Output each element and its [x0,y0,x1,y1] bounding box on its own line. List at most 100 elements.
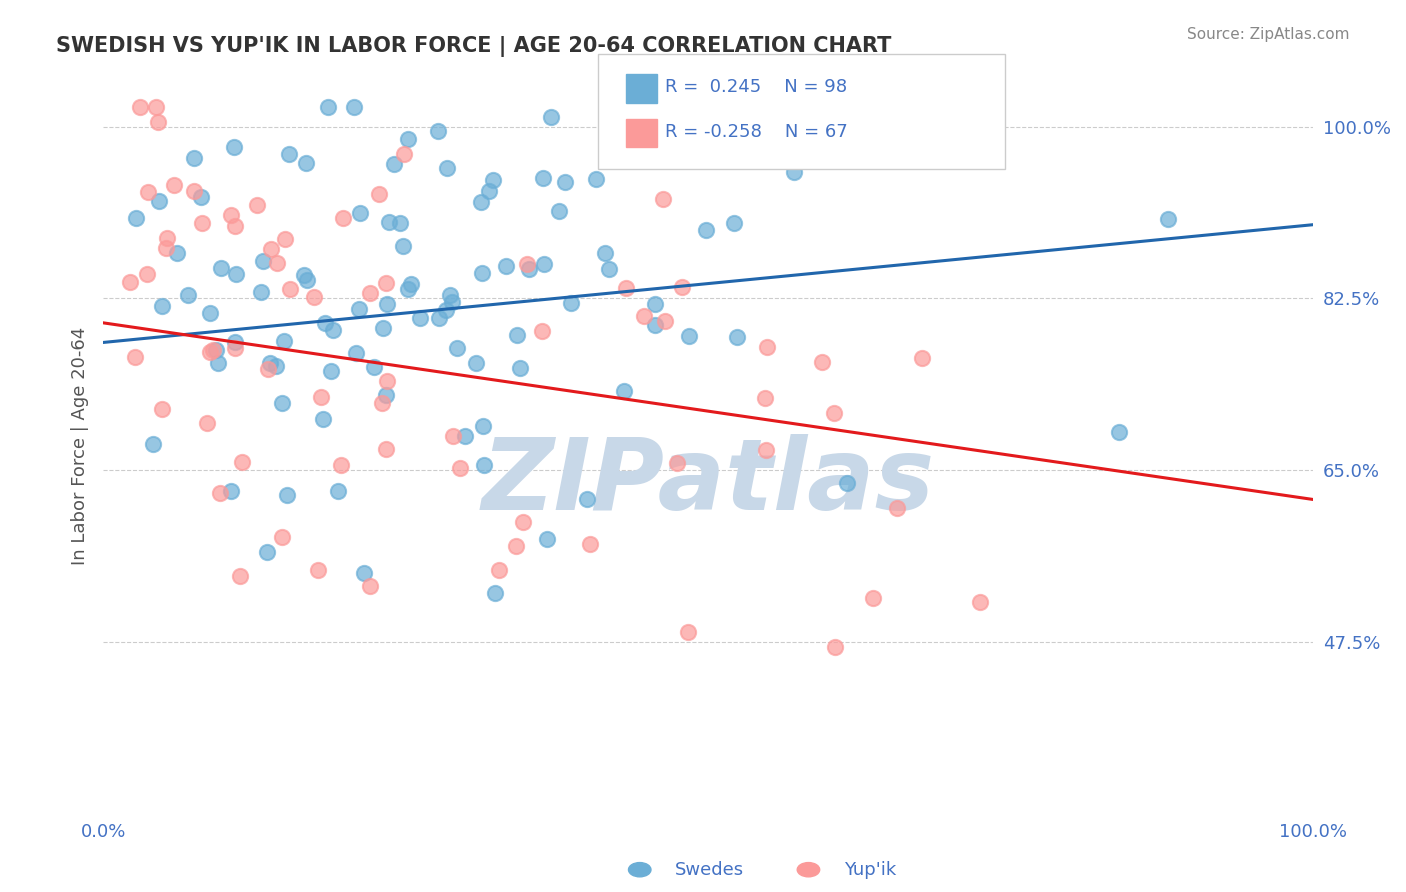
Point [294,155,316,169]
Point [190,190,212,204]
Point [371,395,394,409]
Point [478,184,501,198]
Point [371,321,394,335]
Point [142,436,165,450]
Text: ZIPatlas: ZIPatlas [482,434,935,531]
Point [347,302,370,317]
Point [307,563,329,577]
Point [446,341,468,355]
Point [155,241,177,255]
Point [598,262,620,277]
Point [374,277,396,291]
Point [278,282,301,296]
Point [329,458,352,473]
Point [554,175,576,189]
Text: Source: ZipAtlas.com: Source: ZipAtlas.com [1187,27,1350,42]
Point [636,125,658,139]
Point [273,232,295,246]
Point [129,100,152,114]
Point [495,260,517,274]
Point [191,216,214,230]
Point [1157,211,1180,226]
Point [375,297,398,311]
Point [375,388,398,402]
Text: Yup'ik: Yup'ik [844,861,896,879]
Point [755,340,778,354]
Point [183,151,205,165]
Point [166,245,188,260]
Point [312,411,335,425]
Point [633,309,655,323]
Point [676,625,699,640]
Point [644,318,666,332]
Point [593,246,616,260]
Point [225,267,247,281]
Point [441,428,464,442]
Point [224,140,246,154]
Point [389,216,412,230]
Text: Swedes: Swedes [675,861,744,879]
Point [322,323,344,337]
Point [297,273,319,287]
Point [391,239,413,253]
Point [328,483,350,498]
Point [198,305,221,319]
Point [163,178,186,192]
Point [824,640,846,655]
Point [811,354,834,368]
Point [260,243,283,257]
Point [378,215,401,229]
Text: R =  0.245    N = 98: R = 0.245 N = 98 [665,78,848,96]
Point [678,329,700,343]
Point [207,356,229,370]
Point [512,516,534,530]
Point [671,280,693,294]
Point [439,288,461,302]
Point [440,295,463,310]
Point [219,208,242,222]
Point [292,268,315,282]
Point [359,286,381,301]
Point [343,100,366,114]
Point [278,147,301,161]
Point [246,198,269,212]
Point [183,185,205,199]
Point [754,391,776,405]
Point [434,302,457,317]
Point [471,266,494,280]
Point [651,192,673,206]
Point [409,311,432,326]
Point [150,402,173,417]
Point [823,406,845,420]
Point [488,562,510,576]
Point [436,161,458,175]
Point [772,100,794,114]
Point [148,194,170,209]
Point [202,343,225,357]
Point [224,335,246,350]
Point [309,390,332,404]
Point [472,418,495,433]
Point [353,566,375,580]
Point [219,484,242,499]
Point [886,501,908,516]
Point [136,267,159,281]
Point [465,356,488,370]
Point [578,537,600,551]
Point [392,147,415,161]
Point [273,334,295,348]
Point [396,282,419,296]
Point [259,356,281,370]
Point [482,172,505,186]
Point [209,260,232,275]
Point [198,344,221,359]
Point [699,100,721,114]
Text: SWEDISH VS YUP'IK IN LABOR FORCE | AGE 20-64 CORRELATION CHART: SWEDISH VS YUP'IK IN LABOR FORCE | AGE 2… [56,36,891,57]
Point [249,285,271,300]
Point [506,328,529,343]
Point [118,275,141,289]
Point [531,324,554,338]
Point [969,595,991,609]
Point [264,359,287,373]
Y-axis label: In Labor Force | Age 20-64: In Labor Force | Age 20-64 [72,326,89,565]
